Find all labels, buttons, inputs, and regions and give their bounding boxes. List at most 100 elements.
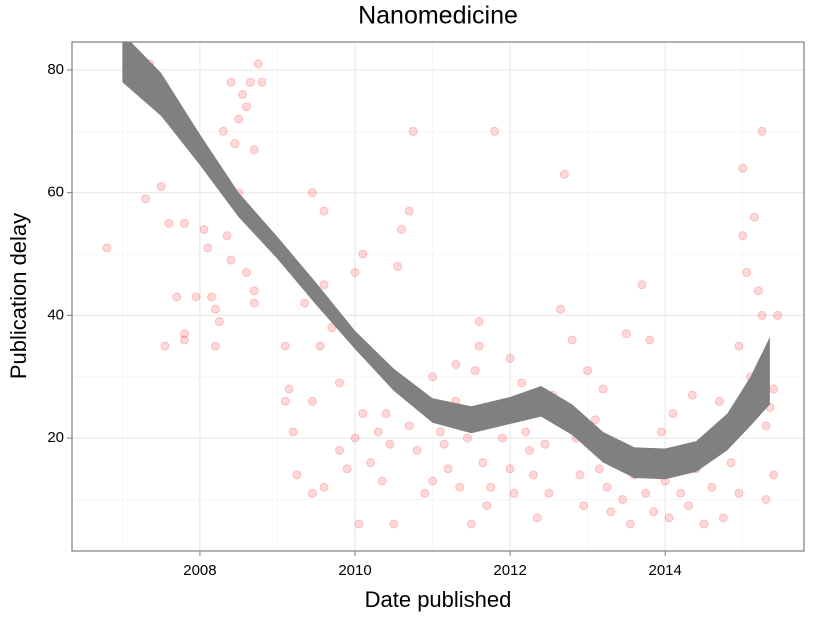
point [470, 366, 480, 376]
point [389, 519, 399, 529]
x-tick-label: 2008 [183, 562, 216, 579]
y-tick-label: 60 [47, 184, 64, 201]
point [521, 427, 531, 437]
point [179, 329, 189, 339]
point [319, 280, 329, 290]
point [606, 507, 616, 517]
point [451, 359, 461, 369]
point [474, 317, 484, 327]
point [179, 335, 189, 345]
point [769, 384, 779, 394]
point [625, 519, 635, 529]
point [373, 427, 383, 437]
panel-border [71, 41, 805, 552]
point [210, 341, 220, 351]
y-tick-label: 80 [47, 61, 64, 78]
y-tick-label: 40 [47, 306, 64, 323]
point [288, 427, 298, 437]
point [435, 427, 445, 437]
point [742, 267, 752, 277]
x-tick-label: 2012 [493, 562, 526, 579]
point [594, 464, 604, 474]
point [199, 225, 209, 235]
point [428, 476, 438, 486]
point [319, 482, 329, 492]
point [141, 194, 151, 204]
point [656, 427, 666, 437]
point [249, 286, 259, 296]
point [280, 341, 290, 351]
point [354, 519, 364, 529]
point [284, 384, 294, 394]
point [443, 464, 453, 474]
point [757, 310, 767, 320]
point [738, 163, 748, 173]
point [234, 114, 244, 124]
point [350, 267, 360, 277]
point [540, 439, 550, 449]
point [482, 501, 492, 511]
x-axis-label: Date published [365, 587, 512, 612]
labels: 2008 2010 2012 2014 20 40 60 80 [47, 61, 682, 579]
point [245, 77, 255, 87]
point [559, 169, 569, 179]
y-tick-label: 20 [47, 429, 64, 446]
marks [102, 42, 783, 529]
point [226, 255, 236, 265]
point [249, 145, 259, 155]
point [575, 470, 585, 480]
point [618, 494, 628, 504]
point [420, 488, 430, 498]
point [397, 225, 407, 235]
point [412, 445, 422, 455]
point [156, 182, 166, 192]
point [637, 280, 647, 290]
point [377, 476, 387, 486]
point [749, 212, 759, 222]
point [525, 445, 534, 455]
point [385, 439, 395, 449]
point [734, 341, 744, 351]
point [687, 390, 697, 400]
point [714, 396, 724, 406]
point [734, 488, 744, 498]
point [315, 341, 325, 351]
point [761, 494, 771, 504]
point [207, 292, 217, 302]
point [544, 488, 554, 498]
point [478, 458, 488, 468]
point [769, 470, 779, 480]
point [350, 433, 360, 443]
point [381, 409, 391, 419]
point [257, 77, 267, 87]
point [668, 409, 678, 419]
point [683, 501, 693, 511]
point [335, 378, 345, 388]
y-axis-label: Publication delay [6, 213, 31, 379]
point [497, 433, 507, 443]
point [327, 323, 337, 333]
chart-title: Nanomedicine [358, 2, 518, 30]
point [621, 329, 631, 339]
x-tick-label: 2014 [649, 562, 682, 579]
point [474, 341, 484, 351]
point [300, 298, 310, 308]
point [335, 445, 345, 455]
point [218, 126, 228, 136]
point [230, 139, 240, 149]
point [583, 366, 593, 376]
point [664, 513, 674, 523]
point [517, 378, 527, 388]
point [253, 59, 263, 69]
point [241, 267, 251, 277]
point [532, 513, 542, 523]
point [590, 415, 600, 425]
point [342, 464, 352, 474]
point [676, 488, 686, 498]
point [307, 396, 317, 406]
point [319, 206, 329, 216]
point [505, 464, 515, 474]
point [358, 409, 368, 419]
point [203, 243, 213, 253]
point [307, 188, 317, 198]
